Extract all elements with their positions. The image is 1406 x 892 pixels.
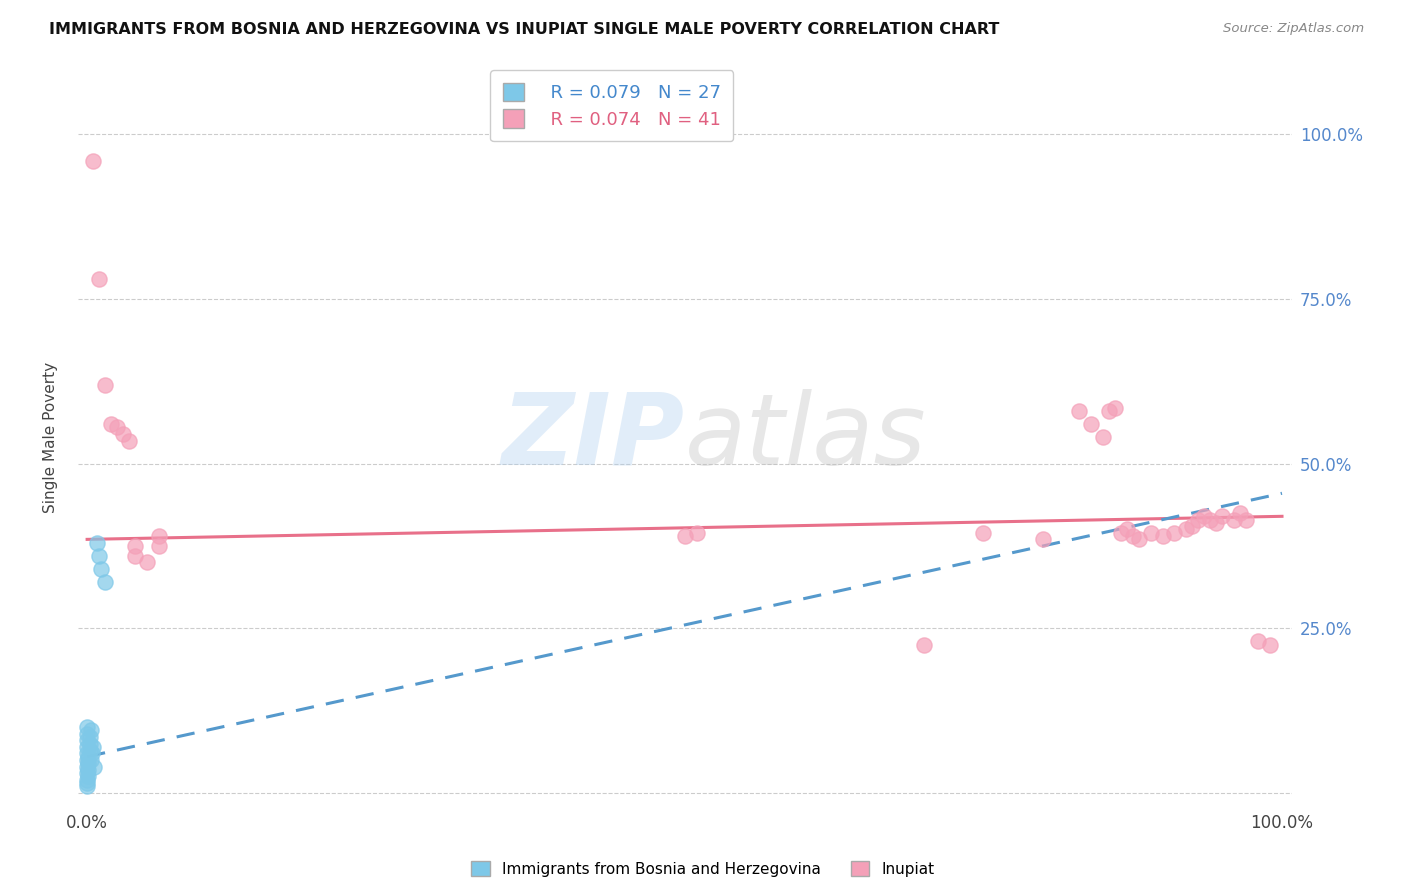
- Point: [77, 769, 100, 783]
- Point: [1080, 417, 1102, 431]
- Point: [1067, 404, 1090, 418]
- Point: [77, 756, 100, 771]
- Point: [118, 434, 141, 448]
- Point: [148, 539, 170, 553]
- Point: [79, 743, 101, 757]
- Point: [685, 525, 707, 540]
- Point: [80, 747, 103, 761]
- Point: [972, 525, 994, 540]
- Point: [912, 638, 935, 652]
- Point: [1234, 513, 1257, 527]
- Point: [87, 549, 110, 563]
- Point: [76, 772, 98, 787]
- Point: [1104, 401, 1126, 415]
- Point: [77, 763, 100, 777]
- Point: [100, 417, 122, 431]
- Point: [1152, 529, 1174, 543]
- Point: [82, 739, 104, 754]
- Point: [77, 749, 100, 764]
- Point: [76, 766, 98, 780]
- Point: [76, 759, 98, 773]
- Point: [79, 737, 101, 751]
- Point: [90, 562, 112, 576]
- Point: [1194, 509, 1216, 524]
- Point: [76, 726, 98, 740]
- Text: IMMIGRANTS FROM BOSNIA AND HERZEGOVINA VS INUPIAT SINGLE MALE POVERTY CORRELATIO: IMMIGRANTS FROM BOSNIA AND HERZEGOVINA V…: [49, 22, 1000, 37]
- Point: [1247, 634, 1270, 648]
- Point: [148, 529, 170, 543]
- Legend: Immigrants from Bosnia and Herzegovina, Inupiat: Immigrants from Bosnia and Herzegovina, …: [464, 853, 942, 884]
- Point: [83, 759, 105, 773]
- Point: [1163, 525, 1185, 540]
- Point: [1115, 523, 1137, 537]
- Point: [80, 753, 103, 767]
- Point: [1211, 509, 1233, 524]
- Point: [1229, 506, 1251, 520]
- Point: [1205, 516, 1227, 530]
- Point: [124, 539, 146, 553]
- Point: [111, 427, 134, 442]
- Legend:   R = 0.079   N = 27,   R = 0.074   N = 41: R = 0.079 N = 27, R = 0.074 N = 41: [491, 70, 734, 141]
- Point: [76, 733, 98, 747]
- Point: [1223, 513, 1246, 527]
- Point: [76, 780, 98, 794]
- Point: [105, 420, 128, 434]
- Point: [80, 723, 103, 738]
- Point: [76, 753, 98, 767]
- Point: [1032, 533, 1054, 547]
- Text: atlas: atlas: [685, 389, 927, 486]
- Point: [94, 377, 117, 392]
- Point: [1181, 519, 1204, 533]
- Text: ZIP: ZIP: [502, 389, 685, 486]
- Point: [79, 730, 101, 744]
- Point: [87, 272, 110, 286]
- Point: [1109, 525, 1132, 540]
- Point: [86, 535, 108, 549]
- Point: [1187, 513, 1209, 527]
- Point: [76, 747, 98, 761]
- Point: [135, 556, 157, 570]
- Point: [82, 153, 104, 168]
- Text: Source: ZipAtlas.com: Source: ZipAtlas.com: [1223, 22, 1364, 36]
- Point: [76, 720, 98, 734]
- Point: [1175, 523, 1198, 537]
- Point: [1258, 638, 1281, 652]
- Point: [94, 575, 117, 590]
- Point: [76, 739, 98, 754]
- Point: [124, 549, 146, 563]
- Point: [1122, 529, 1144, 543]
- Point: [673, 529, 696, 543]
- Point: [1091, 430, 1114, 444]
- Point: [76, 776, 98, 790]
- Point: [1128, 533, 1150, 547]
- Y-axis label: Single Male Poverty: Single Male Poverty: [44, 362, 58, 513]
- Point: [1098, 404, 1121, 418]
- Point: [1139, 525, 1161, 540]
- Point: [1199, 513, 1222, 527]
